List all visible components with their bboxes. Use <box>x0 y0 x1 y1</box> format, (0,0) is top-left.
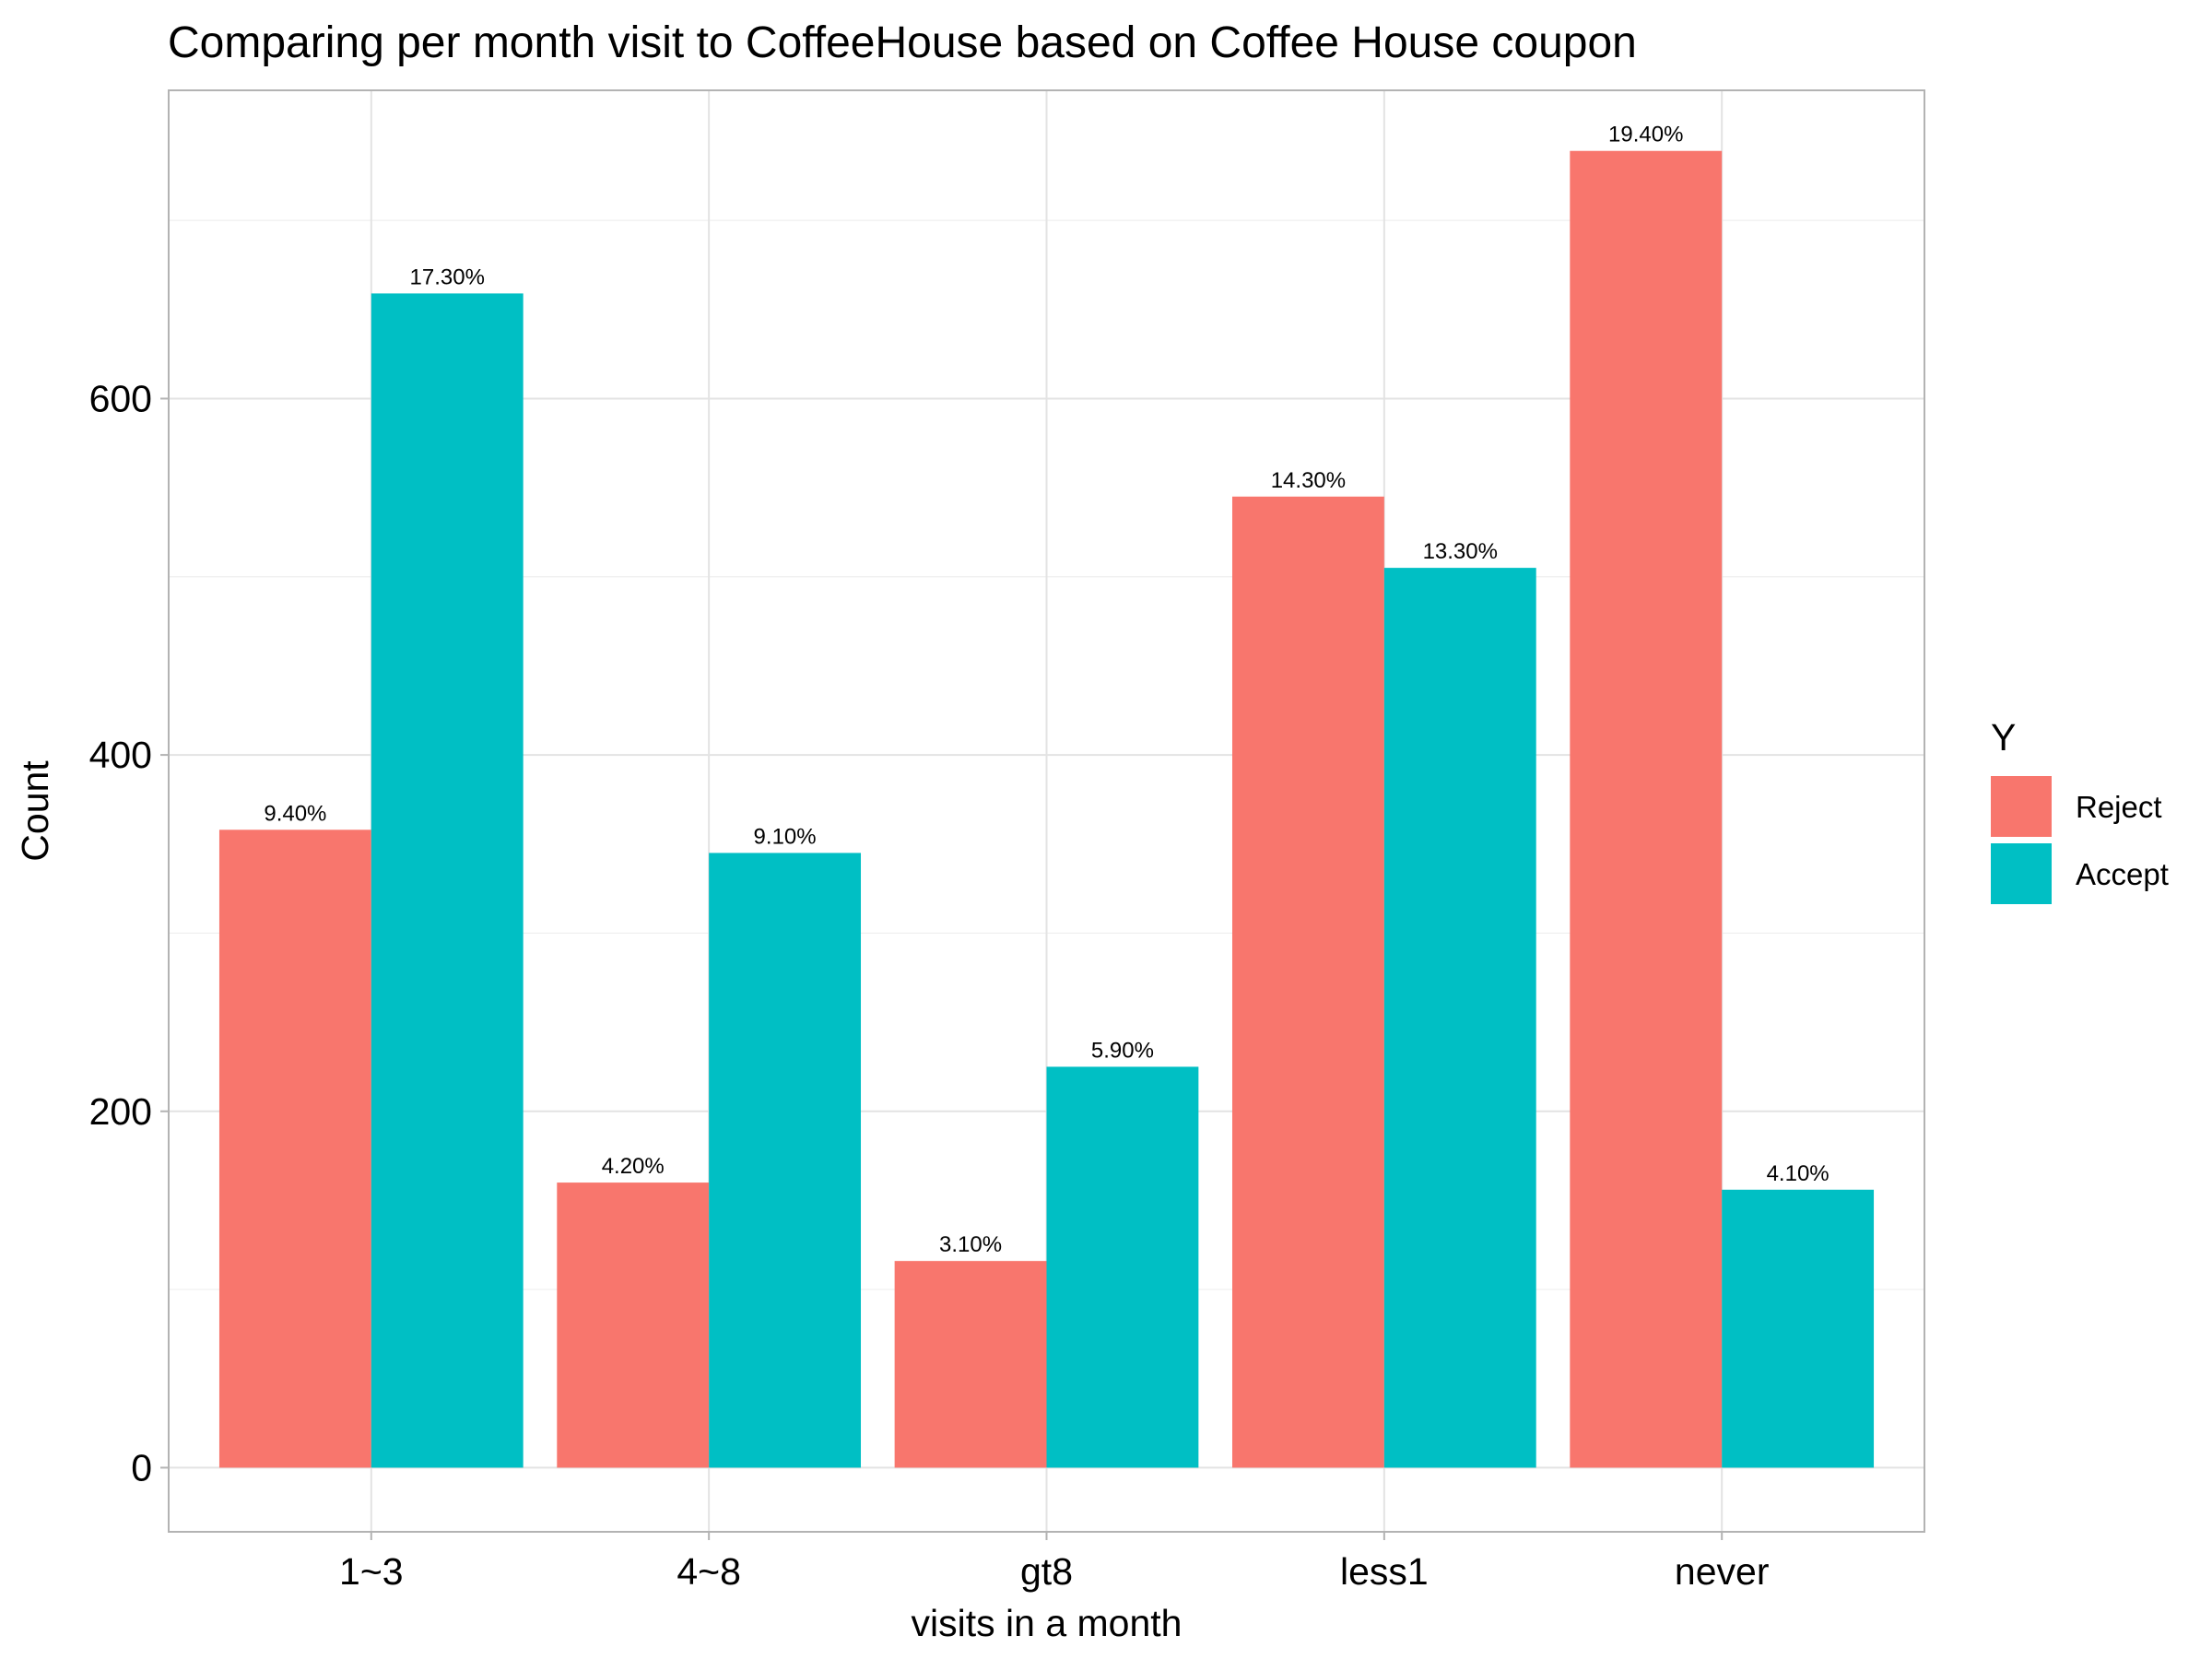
bar-labels: 9.40% 4.20% 3.10% 14.30% 19.40% 17.30% 9.10% 5.… <box>264 123 1829 1257</box>
bar-label-accept-4: 4.10% <box>1767 1161 1830 1186</box>
legend-title: Y <box>1991 716 2016 759</box>
legend: Y Reject Accept <box>1991 716 2169 904</box>
bar-label-reject-4: 19.40% <box>1608 123 1683 147</box>
y-axis-title: Count <box>14 760 56 862</box>
y-tick-label-2: 400 <box>89 734 152 776</box>
legend-label-accept: Accept <box>2076 857 2169 891</box>
legend-key-accept <box>1991 843 2052 904</box>
bar-label-accept-1: 9.10% <box>754 824 817 849</box>
bars <box>218 150 1875 1468</box>
legend-key-reject <box>1991 776 2052 837</box>
bar-label-reject-3: 14.30% <box>1271 468 1346 493</box>
y-axis: 0 200 400 600 <box>89 377 169 1488</box>
bar-accept-2 <box>1046 1066 1199 1468</box>
bar-accept-1 <box>709 853 862 1468</box>
bar-reject-1 <box>557 1182 710 1468</box>
x-axis: 1~3 4~8 gt8 less1 never <box>339 1532 1769 1593</box>
chart-title: Comparing per month visit to CoffeeHouse… <box>168 18 1637 67</box>
x-tick-label-2: gt8 <box>1020 1550 1073 1593</box>
bar-reject-2 <box>894 1261 1047 1468</box>
y-tick-label-1: 200 <box>89 1090 152 1133</box>
bar-accept-4 <box>1722 1189 1875 1468</box>
y-tick-label-3: 600 <box>89 377 152 419</box>
x-axis-title: visits in a month <box>912 1602 1182 1644</box>
bar-label-reject-0: 9.40% <box>264 801 326 826</box>
bar-accept-3 <box>1383 568 1536 1468</box>
x-tick-label-4: never <box>1675 1550 1770 1593</box>
bar-label-reject-2: 3.10% <box>939 1232 1002 1257</box>
x-tick-label-3: less1 <box>1340 1550 1429 1593</box>
bar-label-accept-2: 5.90% <box>1091 1038 1154 1063</box>
bar-reject-0 <box>218 830 371 1468</box>
bar-accept-0 <box>371 293 524 1468</box>
x-tick-label-0: 1~3 <box>339 1550 404 1593</box>
x-tick-label-1: 4~8 <box>677 1550 741 1593</box>
bar-label-accept-3: 13.30% <box>1423 539 1498 564</box>
bar-reject-3 <box>1231 496 1384 1468</box>
bar-label-reject-1: 4.20% <box>602 1154 665 1179</box>
bar-label-accept-0: 17.30% <box>410 265 485 289</box>
bar-reject-4 <box>1570 150 1723 1468</box>
legend-label-reject: Reject <box>2076 790 2162 824</box>
y-tick-label-0: 0 <box>131 1446 152 1488</box>
